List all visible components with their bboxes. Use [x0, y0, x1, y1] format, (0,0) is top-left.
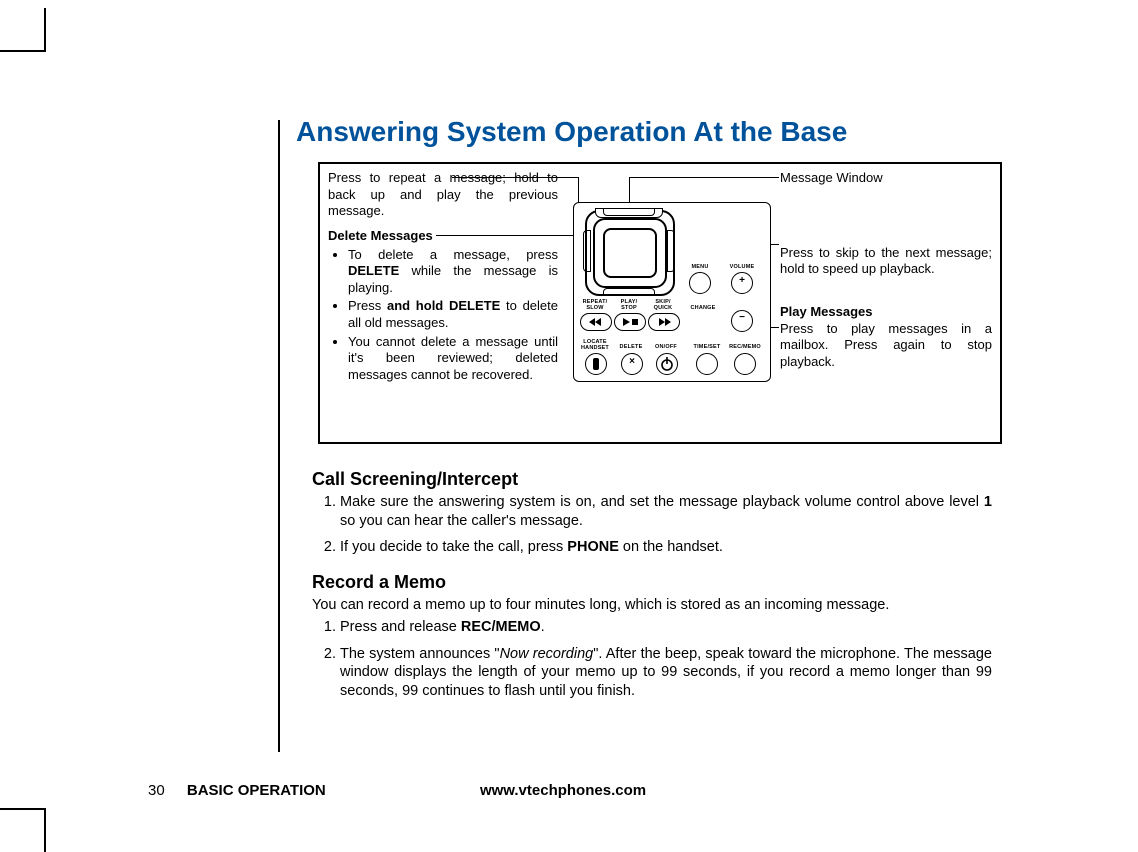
rewind-icon	[581, 314, 611, 330]
page-number: 30	[148, 782, 165, 799]
label-delete: DELETE	[616, 344, 646, 350]
left-column: Press to repeat a message; hold to back …	[328, 170, 558, 386]
volume-up-button: +	[731, 272, 753, 294]
memo-item: Press and release REC/MEMO.	[340, 618, 992, 637]
recmemo-button	[734, 353, 756, 375]
instruction-box: Press to repeat a message; hold to back …	[318, 162, 1002, 444]
cropmark	[44, 808, 46, 852]
screen-tab-bottom	[603, 288, 655, 296]
onoff-button	[656, 353, 678, 375]
label-play-stop: PLAY/ STOP	[614, 299, 644, 311]
message-window-label: Message Window	[780, 170, 992, 187]
play-heading: Play Messages	[780, 304, 992, 321]
screen-side-right	[667, 230, 675, 272]
record-memo-intro: You can record a memo up to four minutes…	[312, 596, 992, 615]
power-icon	[657, 354, 677, 374]
right-column: Message Window Press to skip to the next…	[780, 170, 992, 370]
timeset-button	[696, 353, 718, 375]
delete-item: Press and hold DELETE to delete all old …	[348, 298, 558, 331]
play-stop-button	[614, 313, 646, 331]
label-menu: MENU	[686, 264, 714, 270]
handset-icon	[586, 354, 606, 374]
screen-side-left	[583, 230, 591, 272]
body-text: Call Screening/Intercept Make sure the a…	[312, 468, 992, 708]
leader-line	[629, 177, 779, 178]
label-timeset: TIME/SET	[690, 344, 724, 350]
device-diagram: MENU VOLUME + REPEAT/ SLOW PLAY/ STOP SK…	[573, 202, 771, 382]
section-divider	[278, 120, 280, 752]
delete-item: You cannot delete a message until it's b…	[348, 334, 558, 384]
play-stop-icon	[615, 314, 645, 330]
label-volume: VOLUME	[725, 264, 759, 270]
label-locate-handset: LOCATE HANDSET	[577, 339, 613, 351]
page-footer: 30 BASIC OPERATION www.vtechphones.com	[148, 782, 908, 799]
delete-item: To delete a message, press DELETE while …	[348, 247, 558, 297]
memo-item: The system announces "Now recording". Af…	[340, 645, 992, 701]
label-repeat-slow: REPEAT/ SLOW	[579, 299, 611, 311]
footer-url: www.vtechphones.com	[480, 782, 646, 799]
screen-tab-top	[603, 208, 655, 216]
delete-heading: Delete Messages	[328, 228, 558, 245]
volume-down-button: −	[731, 310, 753, 332]
label-change: CHANGE	[686, 305, 720, 311]
record-memo-heading: Record a Memo	[312, 571, 992, 594]
cropmark	[0, 50, 44, 52]
skip-text: Press to skip to the next message; hold …	[780, 245, 992, 278]
call-screening-heading: Call Screening/Intercept	[312, 468, 992, 491]
record-memo-list: Press and release REC/MEMO. The system an…	[312, 618, 992, 700]
forward-icon	[649, 314, 679, 330]
manual-page: Answering System Operation At the Base P…	[0, 0, 1138, 838]
cropmark	[44, 8, 46, 52]
menu-button	[689, 272, 711, 294]
delete-list: To delete a message, press DELETE while …	[328, 247, 558, 384]
call-item: Make sure the answering system is on, an…	[340, 493, 992, 530]
screen-inner	[603, 228, 657, 278]
repeat-button	[580, 313, 612, 331]
label-recmemo: REC/MEMO	[725, 344, 765, 350]
cropmark	[0, 808, 44, 810]
page-title: Answering System Operation At the Base	[296, 116, 847, 148]
delete-button: ×	[621, 353, 643, 375]
play-text: Press to play messages in a mailbox. Pre…	[780, 321, 992, 371]
call-screening-list: Make sure the answering system is on, an…	[312, 493, 992, 557]
leader-line	[452, 177, 578, 178]
footer-section: BASIC OPERATION	[187, 782, 326, 799]
label-onoff: ON/OFF	[651, 344, 681, 350]
label-skip-quick: SKIP/ QUICK	[648, 299, 678, 311]
skip-button	[648, 313, 680, 331]
call-item: If you decide to take the call, press PH…	[340, 538, 992, 557]
locate-handset-button	[585, 353, 607, 375]
